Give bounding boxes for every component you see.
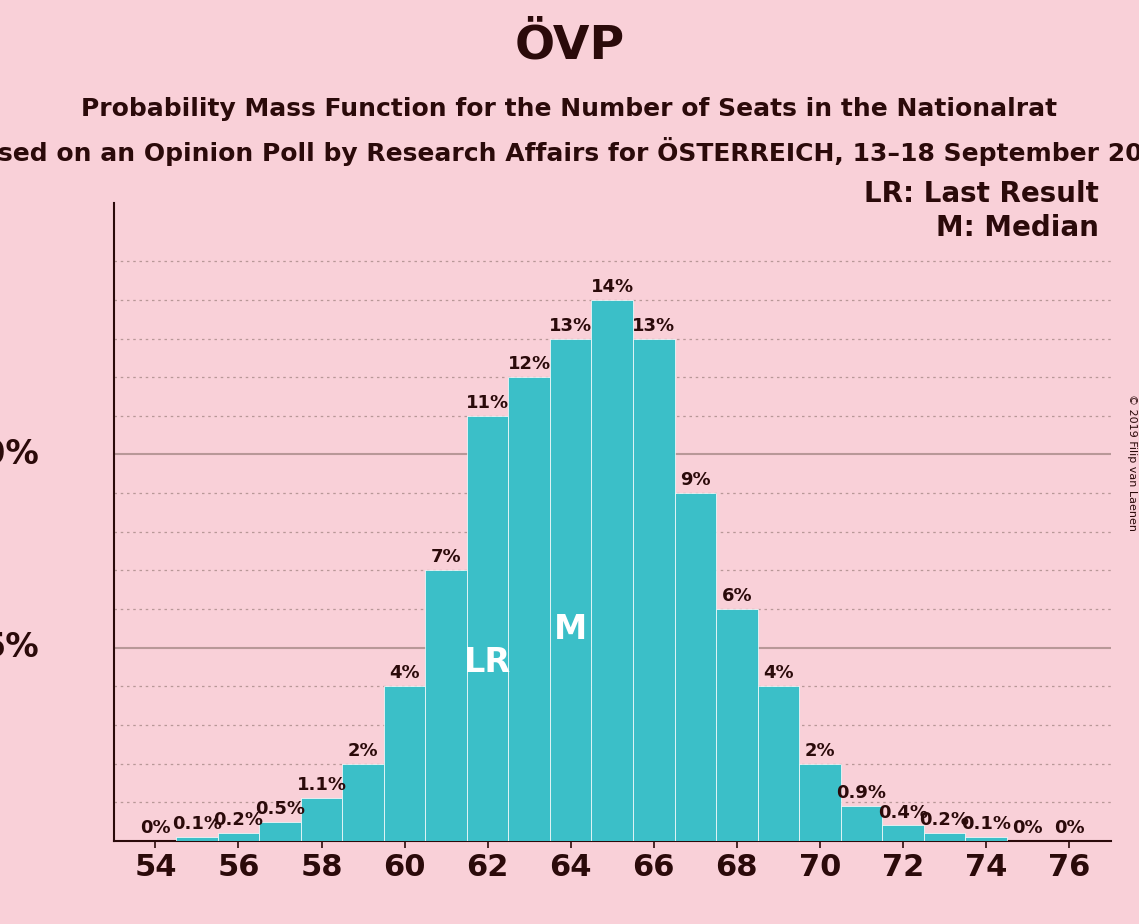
Text: 5%: 5% xyxy=(0,631,39,664)
Text: 0.9%: 0.9% xyxy=(836,784,886,802)
Bar xyxy=(882,825,924,841)
Text: 0.1%: 0.1% xyxy=(172,815,222,833)
Text: Based on an Opinion Poll by Research Affairs for ÖSTERREICH, 13–18 September 201: Based on an Opinion Poll by Research Aff… xyxy=(0,137,1139,165)
Bar xyxy=(384,687,425,841)
Text: 6%: 6% xyxy=(721,587,752,605)
Bar xyxy=(633,338,674,841)
Bar xyxy=(716,609,757,841)
Bar xyxy=(924,833,965,841)
Bar xyxy=(591,300,633,841)
Text: 2%: 2% xyxy=(804,742,835,760)
Text: 0.5%: 0.5% xyxy=(255,799,305,818)
Text: 1.1%: 1.1% xyxy=(296,776,346,795)
Text: 0.2%: 0.2% xyxy=(919,811,969,829)
Text: M: M xyxy=(554,614,588,647)
Text: 7%: 7% xyxy=(431,549,461,566)
Text: 0%: 0% xyxy=(140,819,171,837)
Bar xyxy=(508,377,550,841)
Text: 2%: 2% xyxy=(347,742,378,760)
Bar xyxy=(177,837,218,841)
Text: 4%: 4% xyxy=(390,664,420,683)
Bar xyxy=(218,833,260,841)
Text: Probability Mass Function for the Number of Seats in the Nationalrat: Probability Mass Function for the Number… xyxy=(81,97,1058,121)
Text: ÖVP: ÖVP xyxy=(515,23,624,68)
Text: 11%: 11% xyxy=(466,394,509,412)
Text: 0.1%: 0.1% xyxy=(961,815,1011,833)
Bar xyxy=(965,837,1007,841)
Bar xyxy=(550,338,591,841)
Text: 10%: 10% xyxy=(0,438,39,471)
Text: 9%: 9% xyxy=(680,471,711,489)
Bar xyxy=(757,687,800,841)
Text: © 2019 Filip van Laenen: © 2019 Filip van Laenen xyxy=(1126,394,1137,530)
Text: 13%: 13% xyxy=(632,317,675,334)
Text: 13%: 13% xyxy=(549,317,592,334)
Text: 4%: 4% xyxy=(763,664,794,683)
Bar xyxy=(674,493,716,841)
Text: LR: LR xyxy=(464,646,511,679)
Text: 0%: 0% xyxy=(1054,819,1084,837)
Text: 0%: 0% xyxy=(1013,819,1043,837)
Text: 0.2%: 0.2% xyxy=(213,811,263,829)
Text: 14%: 14% xyxy=(591,278,633,296)
Bar xyxy=(841,806,882,841)
Bar xyxy=(425,570,467,841)
Bar xyxy=(800,763,841,841)
Bar xyxy=(260,821,301,841)
Text: LR: Last Result: LR: Last Result xyxy=(865,180,1099,208)
Text: 12%: 12% xyxy=(508,356,551,373)
Text: 0.4%: 0.4% xyxy=(878,804,928,821)
Bar xyxy=(301,798,343,841)
Bar xyxy=(467,416,508,841)
Bar xyxy=(343,763,384,841)
Text: M: Median: M: Median xyxy=(936,214,1099,242)
